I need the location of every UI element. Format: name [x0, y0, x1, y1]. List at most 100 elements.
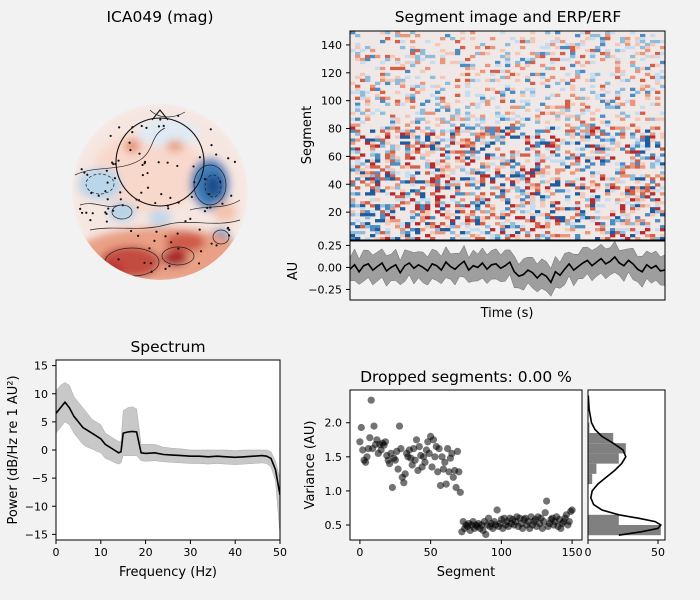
heatmap-cell [605, 99, 611, 103]
heatmap-cell [370, 54, 376, 59]
heatmap-cell [500, 99, 506, 103]
heatmap-cell [600, 225, 606, 229]
heatmap-cell [585, 156, 591, 160]
heatmap-cell [355, 171, 361, 175]
heatmap-cell [555, 114, 561, 118]
heatmap-cell [380, 141, 386, 145]
heatmap-cell [440, 168, 446, 172]
scatter-point [410, 445, 418, 453]
heatmap-cell [375, 93, 381, 97]
heatmap-cell [660, 69, 666, 74]
scatter-point [400, 479, 408, 487]
heatmap-cell [420, 216, 426, 220]
heatmap-cell [355, 75, 361, 80]
heatmap-cell [605, 81, 611, 86]
heatmap-cell [450, 150, 456, 154]
heatmap-cell [350, 156, 356, 160]
heatmap-cell [465, 171, 471, 175]
heatmap-cell [650, 87, 656, 92]
heatmap-cell [550, 57, 556, 62]
heatmap-cell [405, 93, 411, 97]
erp-xlabel: Time (s) [480, 306, 534, 321]
heatmap-cell [500, 165, 506, 169]
ytick-label: 1.5 [325, 451, 343, 464]
heatmap-cell [480, 51, 486, 56]
ytick-label: 0.00 [318, 261, 343, 274]
sensor-dot [141, 163, 144, 167]
heatmap-cell [410, 93, 416, 97]
heatmap-cell [505, 60, 511, 65]
heatmap-cell [580, 138, 586, 142]
heatmap-cell [625, 39, 631, 44]
heatmap-cell [370, 87, 376, 92]
heatmap-cell [625, 78, 631, 83]
heatmap-cell [470, 114, 476, 118]
heatmap-cell [575, 210, 581, 214]
heatmap-cell [510, 180, 516, 184]
segment-image-frame [349, 30, 666, 241]
heatmap-cell [385, 228, 391, 232]
heatmap-cell [575, 207, 581, 211]
heatmap-cell [610, 141, 616, 145]
heatmap-cell [595, 147, 601, 151]
heatmap-cell [485, 198, 491, 202]
heatmap-cell [570, 132, 576, 136]
heatmap-cell [460, 156, 466, 160]
heatmap-cell [640, 156, 646, 160]
heatmap-cell [490, 129, 496, 133]
heatmap-cell [400, 222, 406, 226]
heatmap-cell [580, 153, 586, 157]
heatmap-cell [380, 216, 386, 220]
heatmap-cell [480, 126, 486, 130]
scatter-point [425, 449, 433, 457]
scatter-point [493, 506, 501, 514]
heatmap-cell [605, 183, 611, 187]
heatmap-cell [390, 159, 396, 163]
heatmap-cell [360, 204, 366, 208]
ytick-label: 1.0 [325, 485, 343, 498]
heatmap-cell [620, 168, 626, 172]
heatmap-cell [540, 129, 546, 133]
heatmap-cell [520, 201, 526, 205]
heatmap-cell [505, 132, 511, 136]
heatmap-cell [600, 174, 606, 178]
heatmap-cell [520, 225, 526, 229]
heatmap-cell [420, 186, 426, 190]
heatmap-cell [530, 93, 536, 97]
heatmap-cell [395, 129, 401, 133]
heatmap-cell [525, 153, 531, 157]
sensor-dot [198, 228, 201, 231]
heatmap-cell [410, 213, 416, 217]
sensor-dot [111, 161, 114, 164]
sensor-dot [117, 159, 120, 162]
heatmap-cell [575, 114, 581, 118]
heatmap-cell [385, 222, 391, 226]
heatmap-cell [575, 219, 581, 223]
heatmap-cell [480, 162, 486, 166]
heatmap-cell [655, 63, 661, 68]
heatmap-cell [520, 90, 526, 94]
heatmap-cell [430, 216, 436, 220]
scatter-point [359, 446, 367, 454]
heatmap-cell [445, 228, 451, 232]
heatmap-cell [355, 84, 361, 89]
heatmap-cell [455, 78, 461, 83]
scatter-point [431, 453, 439, 461]
heatmap-cell [635, 141, 641, 145]
heatmap-cell [505, 177, 511, 181]
sensor-dot [157, 161, 160, 164]
heatmap-cell [630, 93, 636, 97]
heatmap-cell [560, 168, 566, 172]
heatmap-cell [355, 108, 361, 112]
heatmap-cell [475, 237, 481, 241]
heatmap-cell [595, 186, 601, 190]
heatmap-cell [425, 111, 431, 115]
heatmap-cell [580, 135, 586, 139]
heatmap-cell [610, 222, 616, 226]
heatmap-cell [520, 177, 526, 181]
heatmap-cell [415, 135, 421, 139]
heatmap-cell [450, 171, 456, 175]
heatmap-cell [610, 135, 616, 139]
heatmap-cell [585, 132, 591, 136]
heatmap-cell [410, 165, 416, 169]
